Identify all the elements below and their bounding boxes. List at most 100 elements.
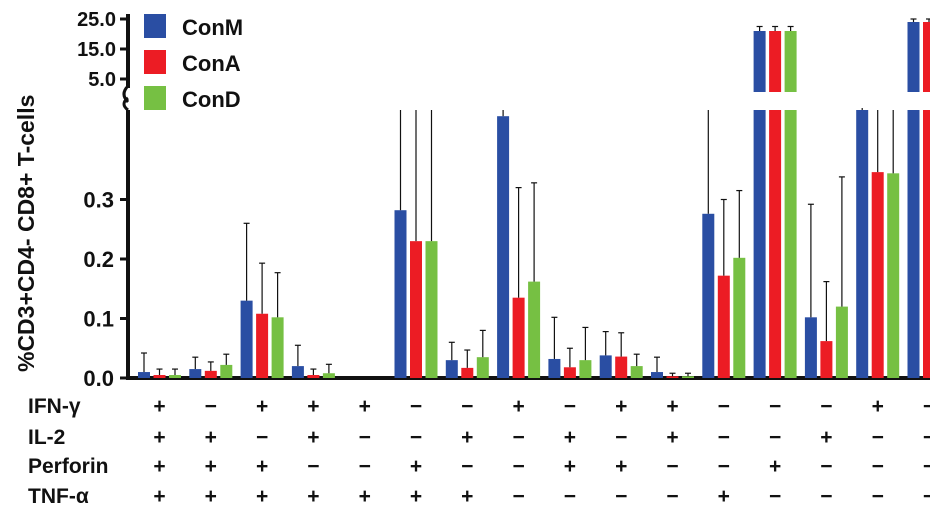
condition-sign: − bbox=[512, 485, 524, 508]
condition-sign: + bbox=[718, 485, 730, 508]
condition-sign: + bbox=[256, 455, 268, 478]
condition-sign: − bbox=[820, 395, 832, 418]
bar bbox=[425, 241, 438, 378]
condition-sign: + bbox=[461, 485, 473, 508]
condition-sign: + bbox=[153, 485, 165, 508]
bar bbox=[717, 275, 730, 378]
condition-sign: + bbox=[359, 395, 371, 418]
bar bbox=[291, 366, 304, 378]
bar bbox=[153, 375, 166, 378]
legend: ConM ConA ConD bbox=[144, 14, 243, 112]
bar bbox=[271, 317, 284, 378]
condition-sign: + bbox=[564, 426, 576, 449]
y-tick-label: 5.0 bbox=[88, 69, 116, 91]
condition-sign: − bbox=[923, 485, 930, 508]
bar bbox=[907, 110, 920, 378]
bar bbox=[835, 306, 848, 378]
condition-table: IFN-γ IL-2 Perforin TNF-α + + + + − + + + + − + + + + − + + −… bbox=[28, 395, 930, 508]
bar bbox=[871, 172, 884, 378]
condition-row-label: IL-2 bbox=[28, 426, 65, 449]
bar bbox=[445, 360, 458, 378]
condition-sign: − bbox=[769, 485, 781, 508]
bar bbox=[240, 300, 253, 378]
bar-upper-segment bbox=[923, 22, 930, 92]
condition-sign: + bbox=[205, 485, 217, 508]
condition-sign: − bbox=[512, 455, 524, 478]
condition-sign: + bbox=[512, 395, 524, 418]
condition-sign: + bbox=[410, 485, 422, 508]
legend-label: ConM bbox=[182, 15, 243, 40]
legend-label: ConD bbox=[182, 87, 241, 112]
condition-sign: + bbox=[359, 485, 371, 508]
condition-sign: − bbox=[564, 485, 576, 508]
condition-sign: − bbox=[872, 485, 884, 508]
condition-sign: + bbox=[205, 455, 217, 478]
bar bbox=[138, 372, 150, 378]
y-tick-label: 0.1 bbox=[83, 307, 114, 332]
condition-sign: − bbox=[666, 455, 678, 478]
condition-sign: − bbox=[769, 395, 781, 418]
condition-sign: − bbox=[769, 426, 781, 449]
bar bbox=[394, 210, 407, 378]
bar bbox=[784, 110, 797, 378]
condition-sign: + bbox=[769, 455, 781, 478]
bar bbox=[820, 341, 833, 378]
condition-sign: − bbox=[718, 455, 730, 478]
bar-upper-segment bbox=[907, 22, 920, 92]
condition-sign: + bbox=[256, 485, 268, 508]
y-axis-label: %CD3+CD4- CD8+ T-cells bbox=[13, 95, 39, 372]
bar bbox=[630, 366, 643, 378]
condition-sign: + bbox=[307, 485, 319, 508]
axis-break-lower bbox=[122, 96, 129, 112]
bar bbox=[615, 356, 628, 378]
bar bbox=[651, 372, 663, 378]
bar bbox=[599, 355, 612, 378]
bar bbox=[887, 173, 900, 378]
bar bbox=[307, 375, 320, 378]
bar-layer bbox=[138, 18, 930, 378]
bar bbox=[204, 370, 217, 378]
condition-sign: − bbox=[615, 485, 627, 508]
condition-sign: − bbox=[410, 426, 422, 449]
bar bbox=[804, 317, 817, 378]
condition-sign: − bbox=[307, 455, 319, 478]
condition-sign: + bbox=[410, 455, 422, 478]
condition-sign: − bbox=[923, 426, 930, 449]
bar bbox=[923, 110, 930, 378]
condition-sign: + bbox=[666, 395, 678, 418]
bar bbox=[528, 281, 541, 378]
bar bbox=[256, 313, 269, 378]
y-tick-label: 0.3 bbox=[83, 188, 114, 213]
bar bbox=[563, 367, 576, 378]
condition-sign: − bbox=[461, 395, 473, 418]
condition-sign: + bbox=[256, 395, 268, 418]
bar-upper-segment bbox=[769, 31, 782, 92]
bar bbox=[497, 116, 510, 378]
bar bbox=[769, 110, 782, 378]
condition-sign: + bbox=[615, 455, 627, 478]
legend-label: ConA bbox=[182, 51, 241, 76]
condition-sign: − bbox=[205, 395, 217, 418]
condition-row-label: Perforin bbox=[28, 455, 109, 478]
bar bbox=[733, 257, 746, 378]
legend-swatch bbox=[144, 50, 166, 74]
condition-sign: − bbox=[564, 395, 576, 418]
y-tick-label: 0.0 bbox=[83, 366, 114, 391]
y-tick-label: 15.0 bbox=[77, 39, 116, 61]
condition-sign: − bbox=[923, 395, 930, 418]
condition-sign: − bbox=[359, 426, 371, 449]
bar bbox=[702, 213, 715, 378]
bar bbox=[856, 110, 869, 378]
bar-upper-segment bbox=[753, 31, 766, 92]
condition-row-label: TNF-α bbox=[28, 485, 89, 508]
bar bbox=[666, 376, 679, 378]
bar-upper-segment bbox=[784, 31, 797, 92]
bar bbox=[512, 297, 525, 378]
condition-sign: + bbox=[153, 426, 165, 449]
y-tick-label: 25.0 bbox=[77, 9, 116, 31]
bar bbox=[579, 360, 592, 378]
condition-sign: − bbox=[820, 485, 832, 508]
bar bbox=[682, 376, 694, 378]
y-tick-label: 0.2 bbox=[83, 247, 114, 272]
